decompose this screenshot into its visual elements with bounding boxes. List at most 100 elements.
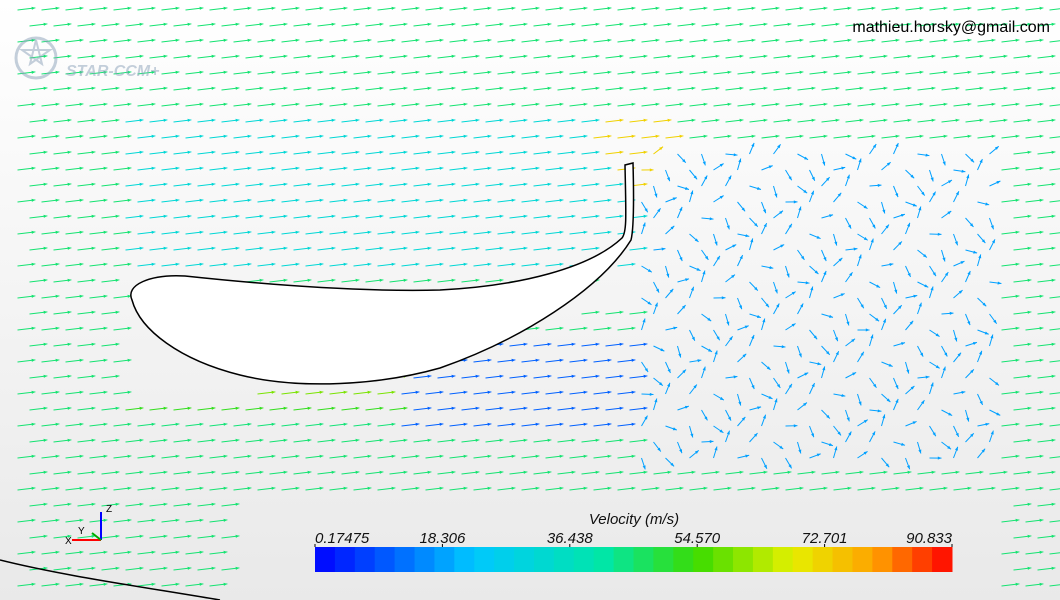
vector-head [139, 150, 144, 154]
vector-head [559, 486, 564, 490]
colorbar-tick-label: 54.570 [674, 530, 721, 547]
vector-head [199, 134, 204, 138]
vector-head [259, 54, 264, 58]
vector-head [1039, 38, 1044, 42]
y-label: Y [78, 526, 85, 537]
vector-head [849, 272, 853, 277]
vector-head [199, 166, 204, 170]
vector-head [439, 6, 444, 10]
vector-head [559, 198, 564, 202]
vector-head [995, 381, 999, 386]
vector-head [967, 102, 972, 106]
vector-head [415, 102, 420, 106]
vector-head [391, 422, 396, 426]
vector-head [523, 438, 528, 442]
vector-head [741, 207, 746, 212]
logo-star [18, 39, 54, 67]
vector-head [475, 214, 480, 218]
vector-head [487, 134, 492, 138]
vector-head [799, 38, 804, 42]
vector-head [307, 406, 312, 410]
vector-head [979, 400, 983, 405]
vector-head [619, 342, 624, 346]
vector-head [619, 118, 624, 122]
vector-head [439, 102, 444, 106]
vector-head [848, 224, 852, 229]
vector-head [91, 214, 96, 218]
vector-head [463, 262, 468, 266]
vector-head [79, 518, 84, 522]
vector-head [583, 6, 588, 10]
vector-head [715, 86, 720, 90]
vector-head [211, 406, 216, 410]
vector-head [739, 22, 744, 26]
vector-head [619, 438, 624, 442]
vector-head [1051, 54, 1056, 58]
vector-head [79, 390, 84, 394]
vector-head [823, 270, 827, 275]
vector-head [681, 305, 686, 309]
vector-head [583, 326, 588, 330]
vector-head [235, 118, 240, 122]
vector-head [283, 438, 288, 442]
vector-head [319, 38, 324, 42]
vector-head [967, 486, 972, 490]
vector-head [900, 213, 905, 217]
vector-head [199, 102, 204, 106]
vector-head [115, 22, 120, 26]
vector-head [295, 230, 300, 234]
vector-head [271, 262, 276, 266]
vector-head [571, 214, 576, 218]
vector-head [151, 70, 156, 74]
vector-head [694, 238, 699, 242]
vector-head [1015, 582, 1020, 586]
vector-head [1015, 70, 1020, 74]
vector-head [714, 241, 718, 246]
vector-head [67, 374, 72, 378]
vector-head [283, 182, 288, 186]
colorbar-segment [932, 547, 953, 572]
vector-head [523, 150, 528, 154]
vector-head [319, 134, 324, 138]
vector-head [475, 278, 480, 282]
vector-head [823, 257, 827, 262]
vector-head [235, 150, 240, 154]
vector-head [955, 470, 960, 474]
vector-head [463, 166, 468, 170]
vector-head [79, 422, 84, 426]
vector-head [643, 374, 648, 378]
vector-head [871, 38, 876, 42]
vector-head [859, 86, 864, 90]
vector-head [367, 262, 372, 266]
vector-head [672, 427, 677, 431]
vector-head [895, 385, 899, 390]
vector-head [43, 534, 48, 538]
vector-head [889, 262, 894, 267]
vector-head [511, 70, 516, 74]
vector-head [691, 118, 696, 122]
vector-head [475, 182, 480, 186]
vector-head [816, 235, 821, 239]
vector-head [139, 534, 144, 538]
vector-head [487, 166, 492, 170]
vector-head [852, 372, 857, 376]
vector-head [910, 174, 915, 179]
vector-head [816, 453, 821, 457]
vector-head [954, 446, 958, 451]
vector-head [979, 159, 983, 164]
vector-head [331, 150, 336, 154]
vector-head [403, 470, 408, 474]
vector-head [788, 223, 792, 228]
vector-head [895, 134, 900, 138]
y-axis [91, 532, 102, 541]
vector-head [91, 342, 96, 346]
vector-head [427, 406, 432, 410]
vector-head [199, 262, 204, 266]
vector-head [990, 334, 994, 339]
vector-head [595, 310, 600, 314]
velocity-vector [1049, 72, 1060, 75]
vector-head [403, 150, 408, 154]
colorbar-segment [653, 547, 674, 572]
colorbar-segment [315, 547, 336, 572]
vector-head [607, 390, 612, 394]
